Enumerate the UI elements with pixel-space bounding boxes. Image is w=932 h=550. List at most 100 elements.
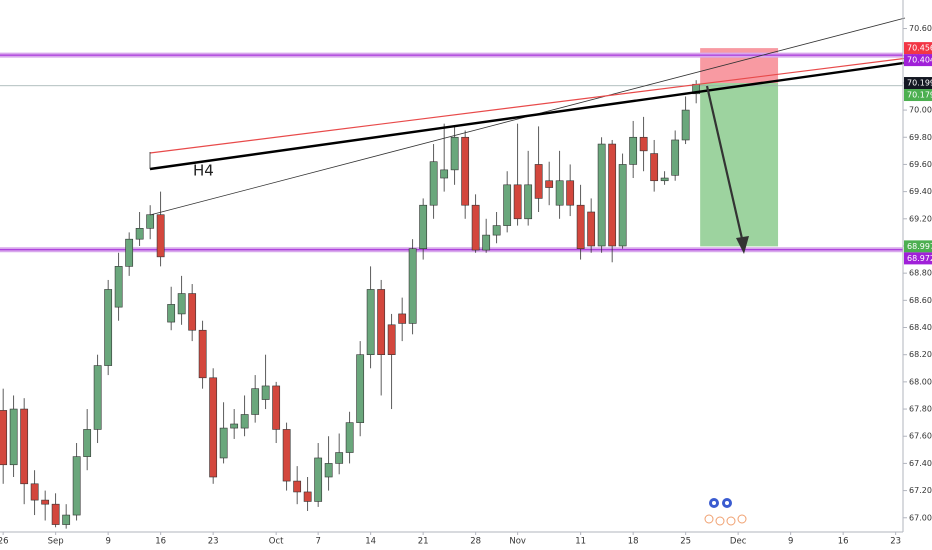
- candle-body: [93, 365, 102, 430]
- candle-body: [314, 457, 323, 502]
- price-label-box: [904, 240, 932, 253]
- candles: [0, 80, 701, 529]
- candle-body: [9, 408, 18, 466]
- candle-body: [534, 164, 543, 199]
- candle-body: [366, 289, 375, 355]
- candle-body: [398, 313, 407, 324]
- x-tick-label: 26: [0, 537, 9, 547]
- candle-body: [324, 463, 333, 478]
- x-tick-label: 14: [365, 537, 376, 547]
- candle-body: [566, 180, 575, 206]
- price-label: 68.997: [907, 242, 932, 251]
- price-labels: 70.456 70.404 70.199 70.179 68.997 68.972: [904, 42, 932, 265]
- x-tick-label: 9: [788, 537, 793, 547]
- annotation: H4: [193, 162, 214, 180]
- price-label: 68.972: [907, 254, 932, 263]
- candle-body: [251, 388, 260, 415]
- candle-body: [450, 136, 459, 171]
- price-label-box: [904, 77, 932, 90]
- x-tick-label: 25: [680, 537, 691, 547]
- candle-body: [72, 456, 81, 516]
- candle-body: [41, 499, 50, 505]
- candle-body: [587, 211, 596, 247]
- logo: [704, 498, 747, 526]
- y-tick-label: 67.000: [909, 513, 932, 522]
- price-label: 70.179: [907, 91, 932, 100]
- y-tick-label: 68.400: [909, 323, 932, 332]
- candle-body: [335, 452, 344, 464]
- candle-body: [198, 329, 207, 379]
- y-tick-label: 69.400: [909, 187, 932, 196]
- candle-body: [135, 228, 144, 240]
- candle-body: [167, 304, 176, 323]
- candle-body: [20, 408, 29, 485]
- candle-body: [303, 491, 312, 502]
- candle-body: [408, 248, 417, 324]
- candle-body: [62, 514, 71, 525]
- candle-body: [230, 423, 239, 429]
- candle-body: [524, 184, 533, 220]
- price-label: 70.199: [907, 79, 932, 88]
- candle-body: [681, 109, 690, 141]
- candle-body: [219, 427, 228, 459]
- candle-body: [177, 293, 186, 315]
- x-tick-label: 16: [155, 537, 166, 547]
- y-tick-label: 67.600: [909, 432, 932, 441]
- y-tick-label: 67.800: [909, 405, 932, 414]
- candle-body: [104, 289, 113, 366]
- candle-body: [492, 225, 501, 236]
- candle-body: [513, 184, 522, 220]
- x-tick-label: Dec: [730, 537, 747, 547]
- candle-body: [419, 204, 428, 249]
- y-tick-label: 68.800: [909, 269, 932, 278]
- candle-body: [83, 429, 92, 457]
- candle-body: [146, 214, 155, 229]
- candle-body: [282, 429, 291, 482]
- x-tick-label: 7: [315, 537, 320, 547]
- price-label-box: [904, 54, 932, 67]
- candle-body: [114, 266, 123, 308]
- y-tick-label: 68.200: [909, 350, 932, 359]
- candle-body: [608, 143, 617, 247]
- candle-body: [440, 169, 449, 179]
- candle-body: [356, 354, 365, 423]
- x-tick-label: Sep: [48, 537, 64, 547]
- y-tick-label: 69.600: [909, 160, 932, 169]
- axes: 67.000 67.200 67.400 67.600 67.800 68.000 68.2…: [0, 24, 932, 546]
- candle-body: [51, 503, 60, 525]
- candle-body: [293, 480, 302, 493]
- candle-body: [240, 414, 249, 429]
- y-tick-label: 70.600: [909, 24, 932, 33]
- candle-body: [429, 161, 438, 206]
- y-tick-label: 68.600: [909, 296, 932, 305]
- x-tick-label: 28: [470, 537, 481, 547]
- x-tick-label: 9: [105, 537, 110, 547]
- trend-line: [149, 57, 932, 171]
- candle-body: [125, 238, 134, 267]
- x-tick-label: 18: [628, 537, 639, 547]
- candle-body: [377, 289, 386, 355]
- price-label-box: [904, 252, 932, 265]
- candle-body: [660, 177, 669, 182]
- x-tick-label: 16: [838, 537, 849, 547]
- candle-body: [618, 164, 627, 247]
- y-tick-label: 67.200: [909, 486, 932, 495]
- candle-body: [482, 234, 491, 251]
- candle-body: [461, 136, 470, 206]
- candle-body: [471, 204, 480, 251]
- candle-body: [272, 385, 281, 430]
- price-label: 70.404: [907, 56, 932, 65]
- candle-body: [639, 136, 648, 152]
- candle-body: [188, 293, 197, 331]
- y-tick-label: 69.800: [909, 133, 932, 142]
- candle-body: [209, 377, 218, 478]
- candle-body: [576, 204, 585, 249]
- x-tick-label: 11: [575, 537, 586, 547]
- price-label: 70.456: [907, 44, 932, 53]
- y-tick-label: 68.000: [909, 377, 932, 386]
- candle-body: [629, 136, 638, 165]
- candle-body: [0, 410, 8, 466]
- x-tick-label: 23: [890, 537, 901, 547]
- candle-body: [671, 139, 680, 176]
